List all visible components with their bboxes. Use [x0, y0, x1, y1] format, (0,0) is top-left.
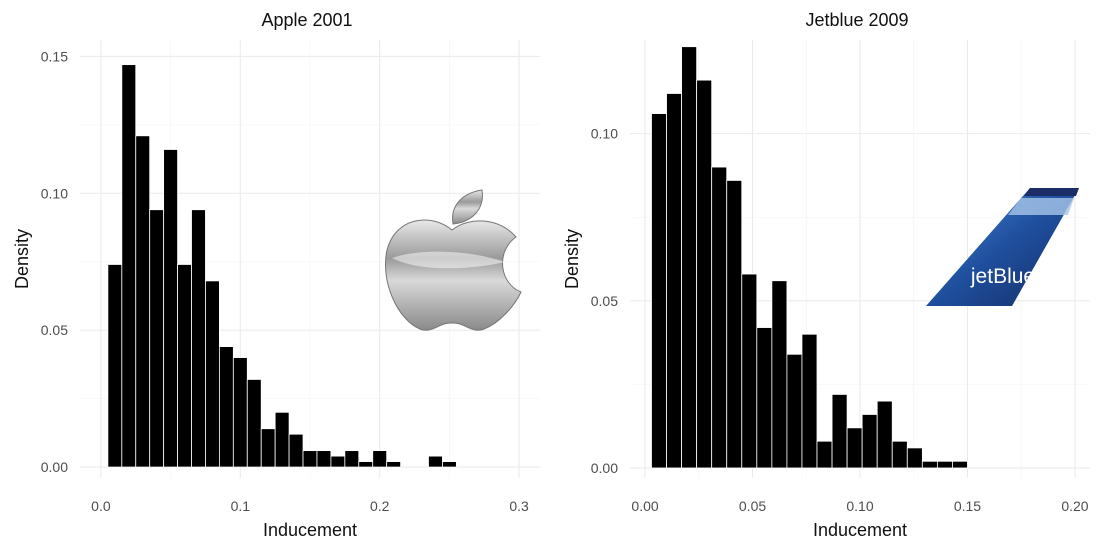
histogram-bar — [274, 411, 290, 468]
histogram-bar — [906, 447, 923, 469]
x-tick-label: 0.0 — [91, 498, 111, 514]
y-tick-label: 0.05 — [41, 322, 68, 338]
histogram-bar — [177, 264, 192, 468]
y-tick-label: 0.05 — [591, 293, 618, 309]
y-tick-label: 0.15 — [41, 48, 68, 64]
histogram-bar — [316, 450, 332, 468]
x-tick-label: 0.10 — [846, 498, 873, 514]
histogram-bar — [191, 209, 206, 468]
histogram-bar — [358, 461, 374, 468]
histogram-bar — [232, 357, 248, 468]
histogram-bar — [149, 209, 165, 468]
jetblue-logo-text: jetBlue — [970, 265, 1035, 288]
panel-1: 0.0 0.1 0.2 0.3 0.00 0.05 0.10 0.15 Apple 2001 In… — [12, 10, 540, 540]
x-tick-label: 0.15 — [954, 498, 981, 514]
histogram-bar — [288, 433, 304, 468]
x-tick-label: 0.00 — [631, 498, 658, 514]
histogram-bar — [344, 450, 360, 468]
histogram-bar — [816, 440, 833, 469]
x-tick-label: 0.2 — [370, 498, 390, 514]
histogram-bar — [876, 400, 893, 469]
histogram-bar — [921, 460, 938, 469]
chart-title: Jetblue 2009 — [805, 10, 908, 30]
histogram-bar — [372, 450, 388, 468]
histogram-bar — [936, 460, 953, 469]
histogram-bar — [442, 461, 457, 468]
x-axis-label: Inducement — [263, 520, 357, 540]
x-tick-label: 0.05 — [739, 498, 766, 514]
jetblue-tail-logo: jetBlue — [926, 188, 1079, 306]
y-axis-label: Density — [12, 229, 32, 289]
histogram-bar — [831, 394, 848, 469]
y-tick-label: 0.00 — [41, 459, 68, 475]
x-tick-label: 0.20 — [1061, 498, 1088, 514]
histogram-bar — [302, 450, 318, 468]
histogram-bar — [891, 440, 908, 469]
histogram-bar — [386, 461, 402, 468]
histogram-bar — [756, 327, 773, 469]
histogram-bar — [666, 93, 682, 469]
y-tick-label: 0.10 — [591, 126, 618, 142]
histogram-bar — [121, 64, 137, 468]
histogram-bar — [846, 427, 863, 469]
x-tick-label: 0.1 — [231, 498, 251, 514]
histogram-bar — [135, 135, 151, 468]
histogram-bar — [260, 428, 276, 468]
histogram-bar — [163, 149, 178, 468]
histogram-bar — [696, 79, 713, 469]
histogram-bar — [651, 113, 667, 469]
x-tick-label: 0.3 — [509, 498, 529, 514]
histogram-bar — [428, 455, 443, 468]
histogram-bar — [681, 46, 698, 469]
histogram-bar — [711, 166, 728, 469]
panel-2: 0.00 0.05 0.10 0.15 0.20 0.00 0.05 0.10 jetBlue J… — [562, 10, 1090, 540]
histogram-bar — [330, 455, 346, 468]
x-axis-label: Inducement — [813, 520, 907, 540]
apple-logo — [385, 189, 522, 331]
histogram-bar — [205, 280, 220, 468]
y-axis-label: Density — [562, 229, 582, 289]
histogram-bar — [726, 180, 743, 469]
histogram-bar — [861, 414, 878, 469]
y-tick-label: 0.00 — [591, 460, 618, 476]
chart-title: Apple 2001 — [261, 10, 352, 30]
y-tick-label: 0.10 — [41, 185, 68, 201]
histogram-bar — [801, 333, 818, 469]
histogram-bar — [218, 346, 234, 468]
histogram-bar — [786, 353, 803, 469]
histogram-bar — [246, 379, 262, 468]
histogram-bar — [741, 273, 758, 469]
histogram-bar — [771, 280, 788, 469]
histogram-bar — [107, 264, 123, 468]
histogram-bar — [952, 460, 968, 469]
